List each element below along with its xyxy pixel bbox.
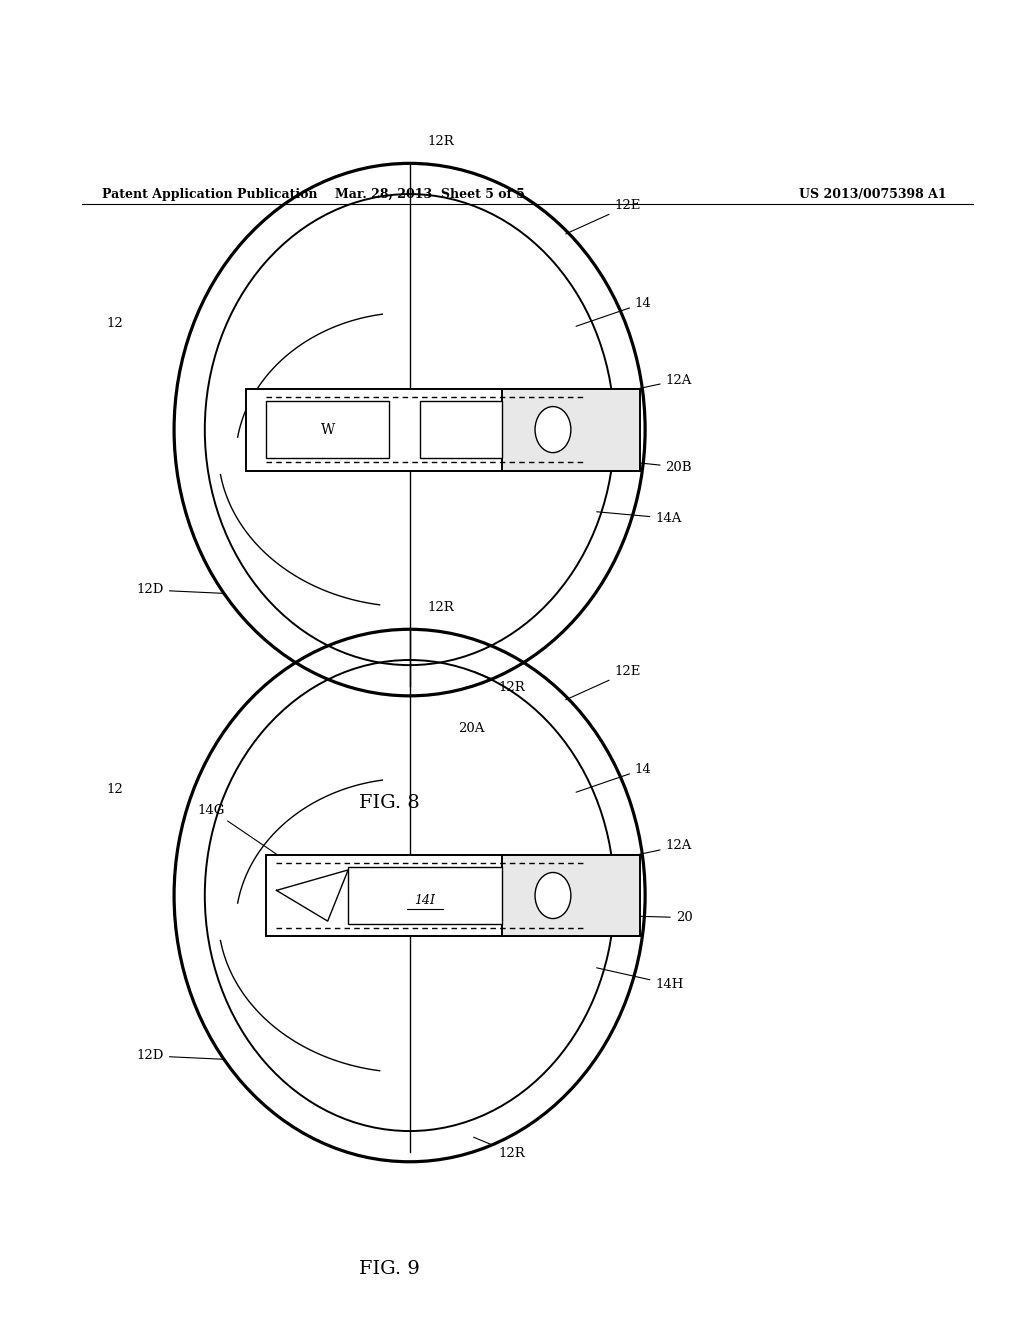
Text: US 2013/0075398 A1: US 2013/0075398 A1	[799, 187, 946, 201]
Text: 12A: 12A	[617, 374, 692, 393]
Text: FIG. 8: FIG. 8	[358, 795, 420, 812]
Text: 14G: 14G	[198, 804, 305, 874]
Text: W: W	[321, 422, 335, 437]
Text: 12D: 12D	[136, 583, 222, 597]
Bar	[348, 867, 502, 924]
Text: 20A: 20A	[458, 722, 484, 735]
Text: 12R: 12R	[474, 672, 525, 694]
Text: 12E: 12E	[565, 665, 641, 700]
Text: 12D: 12D	[136, 1049, 222, 1063]
Text: 12: 12	[106, 317, 123, 330]
Text: 14I: 14I	[415, 894, 435, 907]
Text: 12E: 12E	[565, 199, 641, 234]
Text: 12R: 12R	[427, 601, 454, 614]
Text: 12A: 12A	[617, 840, 692, 859]
Text: 20: 20	[633, 911, 692, 924]
Text: FIG. 9: FIG. 9	[358, 1261, 420, 1278]
Bar	[246, 388, 635, 470]
Ellipse shape	[536, 407, 571, 453]
Ellipse shape	[536, 873, 571, 919]
Text: 14H: 14H	[597, 968, 684, 991]
Bar	[266, 401, 389, 458]
Bar	[420, 401, 502, 458]
Text: Patent Application Publication: Patent Application Publication	[102, 187, 317, 201]
Text: 12R: 12R	[474, 1138, 525, 1160]
Text: 12R: 12R	[427, 135, 454, 148]
Text: 12: 12	[106, 783, 123, 796]
Bar	[502, 854, 640, 936]
Text: 14: 14	[577, 763, 651, 792]
Text: 14: 14	[577, 297, 651, 326]
Text: 20B: 20B	[617, 461, 692, 474]
Polygon shape	[276, 870, 348, 921]
Text: 14A: 14A	[597, 512, 682, 525]
Bar	[502, 388, 640, 470]
Bar	[266, 854, 635, 936]
Text: Mar. 28, 2013  Sheet 5 of 5: Mar. 28, 2013 Sheet 5 of 5	[335, 187, 525, 201]
